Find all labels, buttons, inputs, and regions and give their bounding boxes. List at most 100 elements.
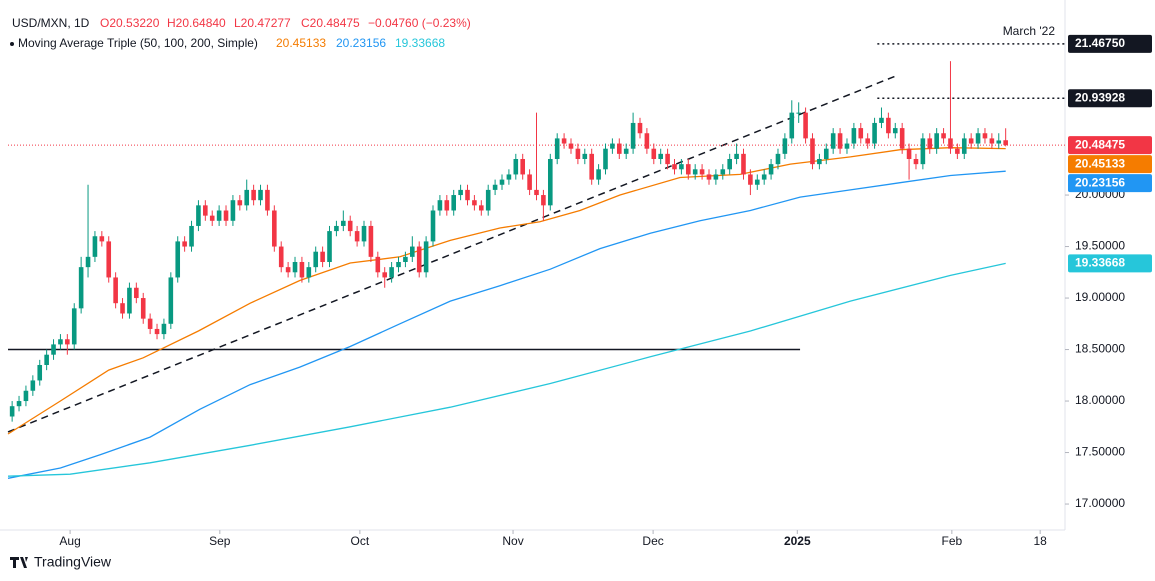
ohlc-close: C20.48475 [301, 16, 360, 30]
candle-body [865, 138, 870, 144]
candle-body [334, 225, 339, 232]
candle-body [775, 153, 781, 165]
candle-body [782, 138, 788, 154]
candle-body [817, 158, 822, 165]
candle-body [968, 138, 974, 144]
candle-body [134, 287, 139, 299]
candle-body [789, 112, 795, 139]
candle-body [527, 174, 532, 190]
candle-body [568, 143, 574, 149]
symbol: USD/MXN, 1D [12, 16, 90, 30]
candle-body [672, 164, 677, 170]
candle-body [472, 200, 477, 206]
candle-body [99, 236, 105, 242]
candle-body [920, 138, 926, 165]
candle-body [858, 128, 864, 139]
candle-body [554, 138, 560, 159]
candle-body [679, 164, 684, 170]
candle-body [189, 225, 194, 247]
price-label: 19.33668 [1075, 256, 1125, 270]
plot [7, 43, 1065, 479]
candle-body [244, 189, 250, 206]
ma-value: 19.33668 [395, 36, 445, 50]
price-label-box [1068, 136, 1152, 155]
trendline [7, 74, 899, 433]
candle-body [237, 200, 243, 206]
candle-body [561, 138, 567, 144]
candle-body [879, 117, 884, 123]
ohlc-high: H20.64840 [167, 16, 226, 30]
candle-body [140, 298, 146, 319]
y-tick-label: 18.00000 [1075, 393, 1125, 407]
candle-body [989, 138, 995, 144]
candle-body [209, 215, 215, 221]
candle-body [341, 220, 346, 226]
candle-body [823, 148, 829, 159]
candle-body [685, 164, 691, 175]
brand: TradingView [34, 554, 112, 570]
indicator-dot [10, 42, 14, 46]
candle-body [899, 128, 905, 149]
candle-body [272, 210, 277, 247]
candle-body [451, 195, 457, 211]
candle-body [403, 256, 408, 262]
level-label: 20.93928 [1075, 90, 1125, 104]
x-tick-label: Nov [502, 534, 523, 548]
candle-body [223, 210, 229, 221]
candle-body [492, 184, 498, 190]
candle-body [437, 200, 443, 211]
candle-body [886, 117, 891, 134]
candle-body [354, 231, 360, 242]
candle-body [375, 256, 381, 273]
candle-body [430, 210, 436, 242]
candle-body [651, 148, 657, 159]
candle-body [506, 174, 512, 180]
candle-body [665, 153, 670, 165]
ma-value: 20.45133 [276, 36, 326, 50]
y-tick-label: 18.50000 [1075, 342, 1125, 356]
candle-body [182, 241, 187, 247]
candle-body [258, 189, 263, 201]
candle-body [706, 174, 712, 180]
candle-body [65, 339, 70, 345]
candle-body [961, 138, 967, 154]
candle-body [278, 246, 284, 268]
candle-body [644, 133, 650, 149]
y-tick-label: 19.50000 [1075, 239, 1125, 253]
candle-body [120, 303, 125, 314]
candle-body [285, 267, 291, 273]
candle-body [320, 251, 325, 262]
moving-average [7, 170, 1006, 479]
candle-body [1003, 140, 1008, 146]
candle-body [465, 189, 470, 201]
candle-body [313, 251, 319, 268]
price-label: 20.45133 [1075, 156, 1125, 170]
candle-body [423, 241, 429, 273]
candle-body [582, 153, 588, 159]
price-label-box [1068, 254, 1152, 273]
candle-body [761, 174, 767, 180]
candle-body [513, 158, 519, 175]
level-label-box [1068, 34, 1152, 53]
candle-body [485, 189, 491, 211]
candle-body [948, 138, 953, 149]
annotation: March '22 [1003, 24, 1056, 38]
moving-average [7, 147, 1006, 435]
candle-body [382, 272, 388, 278]
candle-body [127, 287, 132, 314]
ohlc-low: L20.47277 [234, 16, 291, 30]
candle-body [623, 148, 629, 154]
candle-body [51, 344, 56, 355]
candle-body [292, 261, 298, 273]
level-label-box [1068, 89, 1152, 108]
candle-body [982, 133, 988, 139]
ma-value: 20.23156 [336, 36, 386, 50]
candle-body [444, 200, 450, 211]
candle-body [955, 148, 960, 154]
candle-body [692, 169, 698, 175]
candle-body [906, 148, 912, 159]
candle-body [872, 122, 877, 144]
candle-body [658, 153, 663, 159]
